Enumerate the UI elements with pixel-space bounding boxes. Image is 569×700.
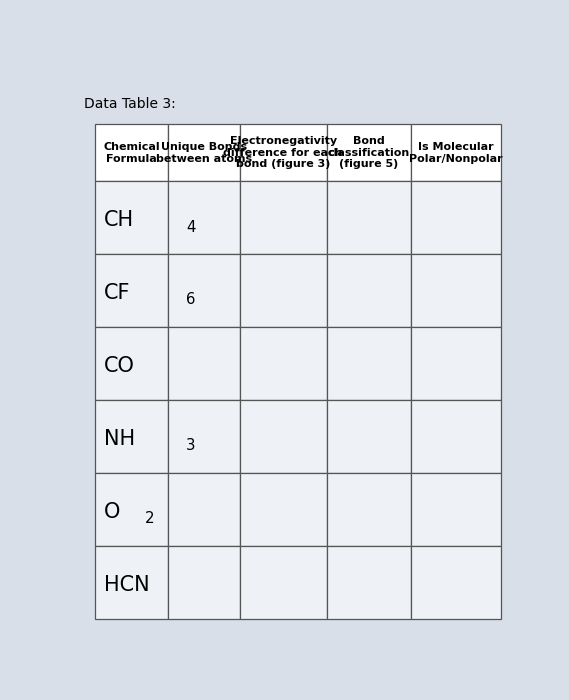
Text: Is Molecular
Polar/Nonpolar: Is Molecular Polar/Nonpolar [409,142,503,164]
Bar [411,327,501,400]
Bar [411,254,501,327]
Text: CO: CO [104,356,135,377]
Bar [411,125,501,181]
Bar [240,473,327,546]
Bar [96,181,168,254]
Bar [411,400,501,473]
Bar [411,181,501,254]
Bar [327,400,411,473]
Text: Chemical
Formula: Chemical Formula [103,142,160,164]
Bar [96,473,168,546]
Bar [96,254,168,327]
Text: Unique Bonds
between atoms: Unique Bonds between atoms [156,142,251,164]
Bar [96,327,168,400]
Bar [240,181,327,254]
Bar [327,546,411,619]
Bar [168,327,240,400]
Bar [240,400,327,473]
Text: 4: 4 [186,220,196,235]
Bar [240,546,327,619]
Bar [240,254,327,327]
Bar [327,473,411,546]
Bar [240,125,327,181]
Text: 2: 2 [145,511,155,526]
Bar [168,181,240,254]
Text: 6: 6 [186,293,196,307]
Bar [168,473,240,546]
Bar [411,546,501,619]
Bar [96,125,168,181]
Bar [168,254,240,327]
Bar [327,181,411,254]
Bar [96,546,168,619]
Bar [168,400,240,473]
Bar [327,327,411,400]
Text: Data Table 3:: Data Table 3: [84,97,176,111]
Text: Bond
classification
(figure 5): Bond classification (figure 5) [328,136,410,169]
Bar [327,254,411,327]
Bar [96,400,168,473]
Text: Electronegativity
difference for each
bond (figure 3): Electronegativity difference for each bo… [224,136,343,169]
Bar [411,473,501,546]
Text: O: O [104,502,121,522]
Text: CF: CF [104,284,130,303]
Text: 3: 3 [186,438,196,454]
Bar [168,546,240,619]
Text: CH: CH [104,211,134,230]
Bar [240,327,327,400]
Bar [168,125,240,181]
Text: HCN: HCN [104,575,150,595]
Text: NH: NH [104,429,135,449]
Bar [327,125,411,181]
